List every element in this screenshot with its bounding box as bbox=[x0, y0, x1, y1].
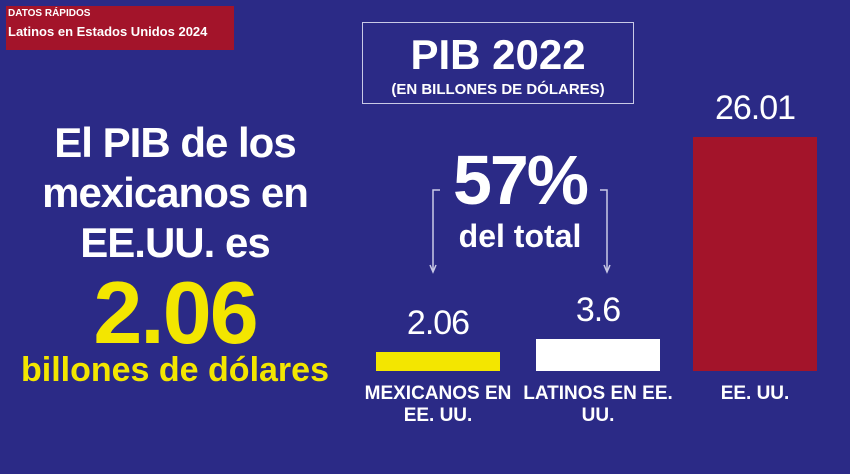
badge bbox=[6, 6, 234, 50]
headline-figure: 2.06 bbox=[93, 263, 258, 362]
title-box: PIB 2022 (EN BILLONES DE DÓLARES) bbox=[362, 22, 634, 104]
category-label: LATINOS EN EE. UU. bbox=[523, 383, 673, 426]
badge-kicker: DATOS RÁPIDOS bbox=[8, 8, 91, 19]
bar bbox=[693, 136, 817, 371]
value-label: 2.06 bbox=[406, 304, 470, 343]
chart-subtitle: (EN BILLONES DE DÓLARES) bbox=[391, 81, 605, 98]
category-label: EE. UU. bbox=[720, 383, 790, 404]
bar bbox=[536, 338, 660, 371]
badge-title: Latinos en Estados Unidos 2024 bbox=[8, 24, 208, 39]
headline: El PIB de los mexicanos en EE.UU. es bbox=[42, 119, 309, 266]
chart-title: PIB 2022 bbox=[410, 31, 586, 78]
annotation-text: del total bbox=[458, 218, 582, 254]
headline-unit: billones de dólares bbox=[21, 351, 329, 389]
value-label: 3.6 bbox=[575, 290, 621, 329]
bar bbox=[376, 352, 500, 371]
annotation-value: 57% bbox=[452, 141, 589, 219]
category-label: MEXICANOS EN EE. UU. bbox=[364, 383, 512, 426]
value-label: 26.01 bbox=[714, 88, 796, 127]
